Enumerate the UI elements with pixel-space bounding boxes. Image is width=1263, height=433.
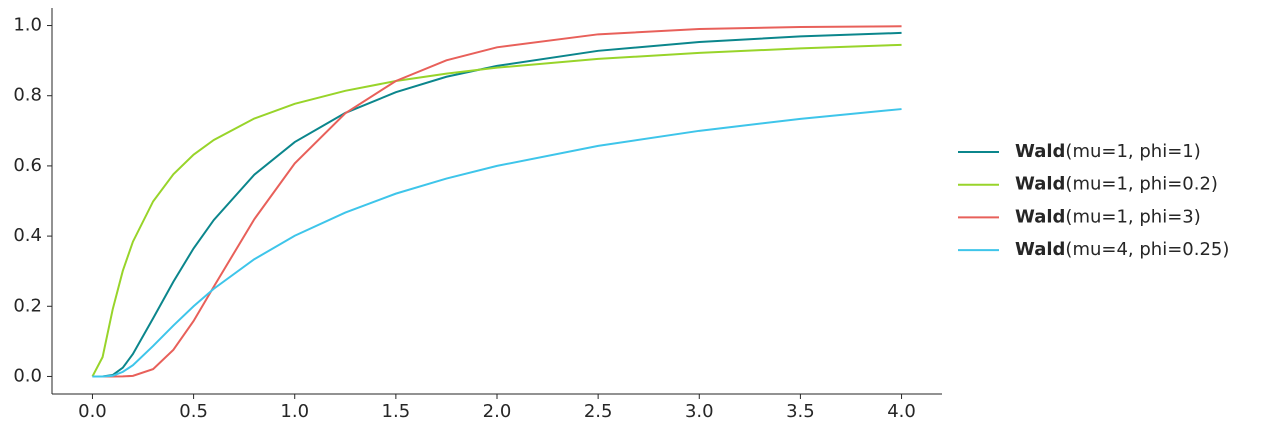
y-tick-label: 1.0 <box>13 15 42 36</box>
x-tick-label: 2.5 <box>584 401 613 422</box>
legend-label: Wald(mu=1, phi=0.2) <box>1015 174 1218 195</box>
y-tick-label: 0.2 <box>13 295 42 316</box>
x-tick-label: 4.0 <box>887 401 916 422</box>
x-tick-label: 1.0 <box>280 401 309 422</box>
legend-label: Wald(mu=1, phi=3) <box>1015 206 1201 227</box>
series-line <box>91 43 902 377</box>
x-tick-label: 0.0 <box>78 401 107 422</box>
x-tick-label: 1.5 <box>382 401 411 422</box>
legend-label: Wald(mu=1, phi=1) <box>1015 141 1201 162</box>
series-line <box>92 108 902 378</box>
x-tick-label: 2.0 <box>483 401 512 422</box>
x-tick-label: 3.5 <box>786 401 815 422</box>
y-tick-label: 0.4 <box>13 225 42 246</box>
legend-label: Wald(mu=4, phi=0.25) <box>1015 239 1229 260</box>
y-tick-label: 0.6 <box>13 155 42 176</box>
x-tick-label: 3.0 <box>685 401 714 422</box>
y-tick-label: 0.0 <box>13 365 42 386</box>
y-tick-label: 0.8 <box>13 85 42 106</box>
series-line <box>92 25 902 378</box>
series-line <box>92 31 902 378</box>
x-tick-label: 0.5 <box>179 401 208 422</box>
